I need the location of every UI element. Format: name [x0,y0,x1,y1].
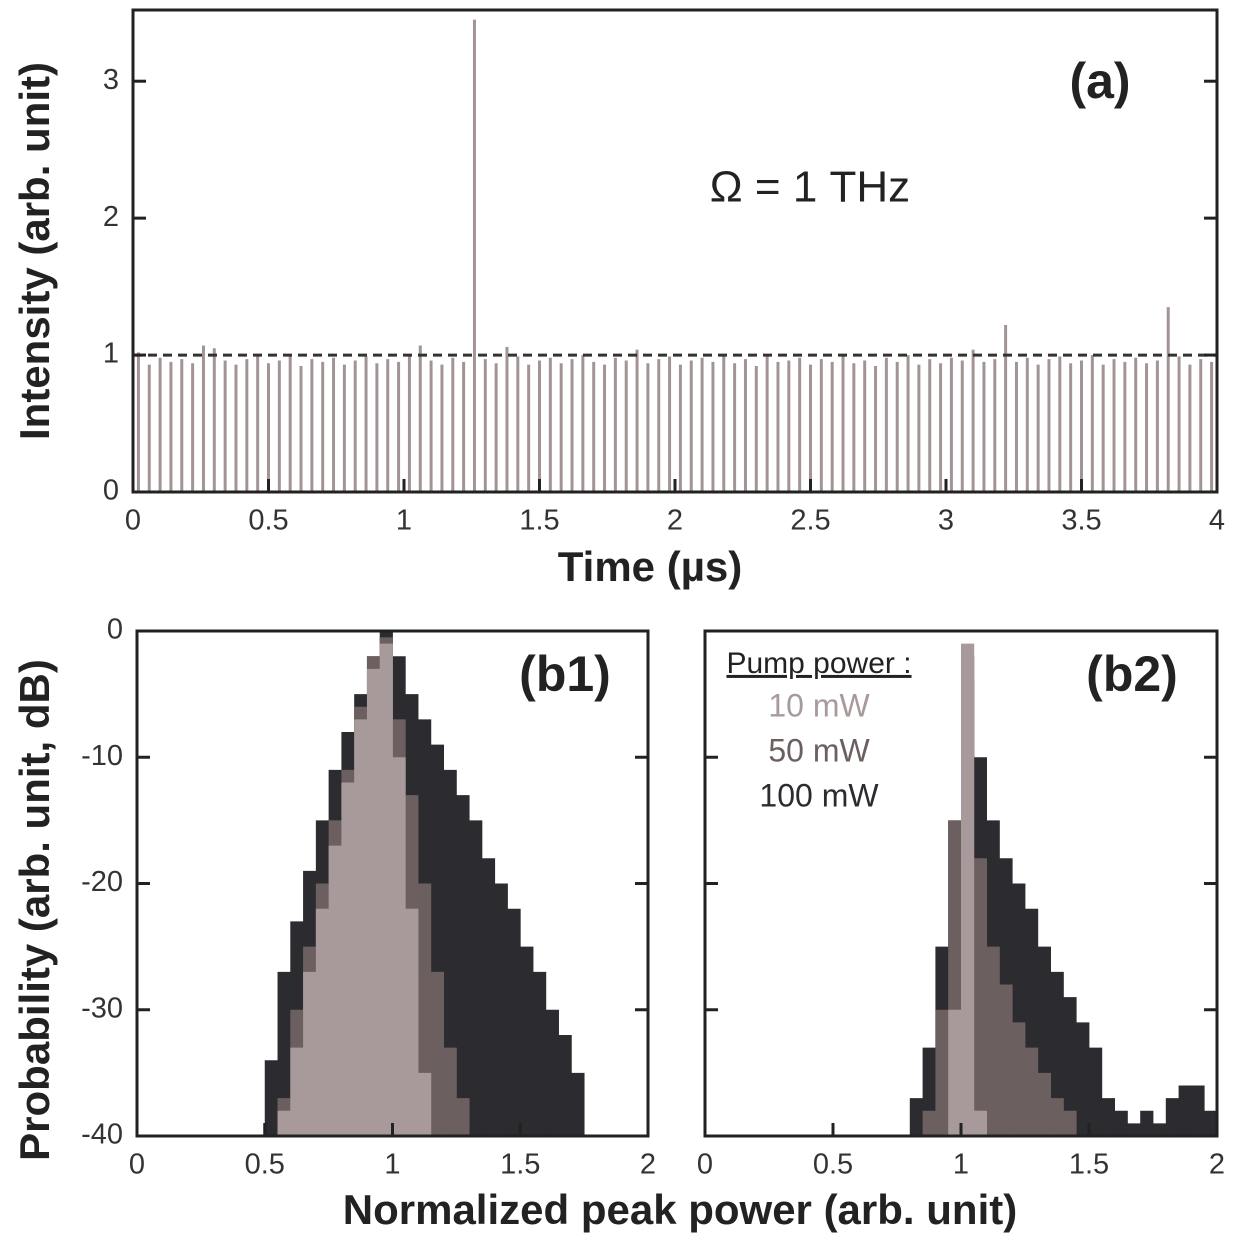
histogram-bar [443,769,457,1136]
histogram-bar [418,1072,432,1136]
histogram-bar [1165,1098,1179,1136]
panel-label: (b2) [1086,646,1178,702]
histogram-bar [1127,1123,1141,1136]
x-axis-label: Time (µs) [558,543,742,590]
histogram-bar [571,1072,585,1136]
histogram-bar [1101,1098,1115,1136]
histogram-bar [264,1060,278,1136]
histogram-bar [961,643,975,1136]
histogram-bar [1050,971,1064,1136]
x-tick-label: 0.5 [813,1149,853,1181]
y-tick-label: 1 [103,338,119,370]
histogram-bar [1089,1047,1103,1136]
histogram-bar [290,1047,304,1136]
histogram-bar [922,1110,936,1136]
histogram-bar [999,984,1013,1136]
y-tick-label: -20 [81,866,123,898]
legend-entry: 10 mW [768,687,870,723]
histogram-bar [341,782,355,1136]
x-tick-label: 1 [953,1149,969,1181]
histogram-bar [1063,997,1077,1136]
histogram-bar [328,845,342,1136]
histogram-bar [909,1098,923,1136]
histogram-bar [494,883,508,1136]
histogram-bar [973,858,987,1136]
histogram-bar [315,908,330,1136]
legend-title: Pump power : [726,647,911,680]
y-axis-label: Intensity (arb. unit) [11,62,58,440]
y-axis-label: Probability (arb. unit, dB) [11,659,58,1161]
histogram-bar [443,1047,457,1136]
histogram-bar [1114,1110,1128,1136]
histogram-bar [973,1110,987,1136]
histogram-bar [1076,1022,1090,1136]
histogram-bar [1063,1110,1077,1136]
histogram-bar [545,1009,559,1136]
histogram-bar [481,858,496,1136]
histogram-bar [1025,1047,1039,1136]
histogram-bar [354,719,368,1136]
histogram-bar [469,820,483,1136]
x-tick-label: 3.5 [1061,505,1101,537]
legend-entry: 50 mW [768,732,870,768]
x-tick-label: 1 [396,505,412,537]
histogram-bar [456,1098,470,1136]
x-tick-label: 0 [697,1149,713,1181]
x-tick-label: 1.5 [1069,1149,1109,1181]
y-tick-label: 2 [103,201,119,233]
histogram-bar [1178,1085,1192,1136]
histogram-bar [520,946,534,1136]
histogram-bar [277,1110,291,1136]
panel-label: (a) [1069,53,1130,109]
histogram-bar [456,795,470,1136]
x-axis-label: Normalized peak power (arb. unit) [343,1186,1017,1233]
y-tick-label: 0 [107,614,123,646]
histogram-bar [935,1009,949,1136]
y-tick-label: -10 [81,740,123,772]
histogram-bar [277,971,291,1136]
histogram-bar [558,1035,572,1136]
y-tick-label: -30 [81,992,123,1024]
x-tick-label: 4 [1209,505,1225,537]
histogram-bar [507,908,521,1136]
legend-entry: 100 mW [759,777,879,813]
histogram-bar [1012,1022,1026,1136]
y-tick-label: 3 [103,64,119,96]
y-tick-label: 0 [103,475,119,507]
histogram-bar [1037,1072,1051,1136]
x-tick-label: 2 [667,505,683,537]
histogram-bar [1140,1110,1154,1136]
x-tick-label: 3 [938,505,954,537]
x-tick-label: 0.5 [245,1149,285,1181]
histogram-bar [379,643,393,1136]
plot-frame [131,8,1219,494]
histogram-bar [303,971,317,1136]
x-tick-label: 0 [129,1149,145,1181]
x-tick-label: 2 [1209,1149,1225,1181]
histogram-bar [948,1009,962,1136]
x-tick-label: 2.5 [790,505,830,537]
x-tick-label: 1.5 [500,1149,540,1181]
histogram-bar [430,971,444,1136]
histogram-bar [1050,1098,1064,1136]
histogram-bar [392,757,406,1136]
annotation: Ω = 1 THz [710,163,910,212]
histogram-bar [1191,1085,1205,1136]
y-tick-label: -40 [81,1119,123,1151]
panel-label: (b1) [519,646,611,702]
x-tick-label: 0 [125,505,141,537]
x-tick-label: 0.5 [248,505,288,537]
histogram-bar [533,971,547,1136]
histogram-bar [986,946,1000,1136]
histogram-bar [405,908,419,1136]
histogram-bar [1204,1110,1218,1136]
x-tick-label: 1.5 [519,505,559,537]
x-tick-label: 1 [384,1149,400,1181]
histogram-bar [1153,1123,1167,1136]
x-tick-label: 2 [640,1149,656,1181]
histogram-bar [366,668,381,1136]
